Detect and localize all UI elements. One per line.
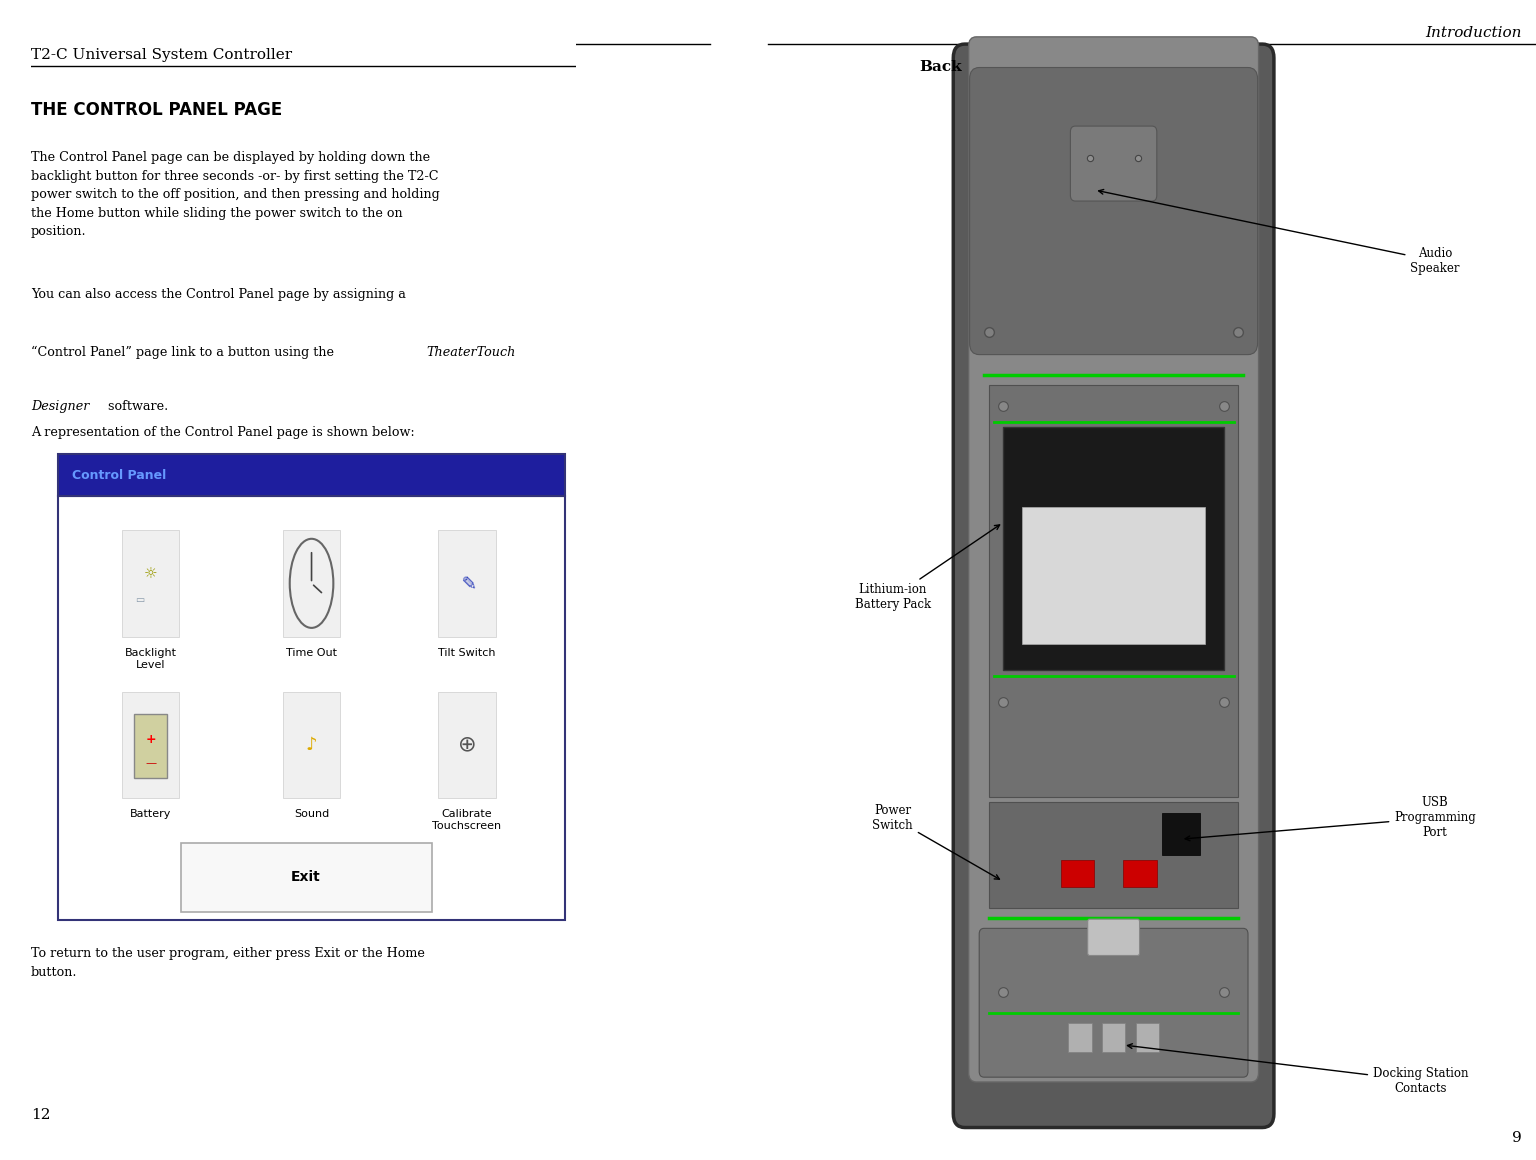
Text: Lithium-ion
Battery Pack: Lithium-ion Battery Pack [854, 524, 1000, 611]
Text: 12: 12 [31, 1108, 51, 1123]
FancyBboxPatch shape [969, 37, 1258, 1082]
Text: Introduction: Introduction [1425, 26, 1522, 39]
FancyBboxPatch shape [1123, 861, 1157, 886]
FancyBboxPatch shape [283, 691, 339, 798]
FancyBboxPatch shape [121, 691, 180, 798]
Text: Battery: Battery [131, 810, 172, 819]
FancyBboxPatch shape [1071, 126, 1157, 201]
FancyBboxPatch shape [283, 530, 339, 637]
Text: Designer: Designer [31, 399, 89, 413]
FancyBboxPatch shape [1161, 813, 1200, 855]
Text: ▭: ▭ [135, 595, 144, 606]
FancyBboxPatch shape [438, 691, 496, 798]
FancyBboxPatch shape [980, 928, 1247, 1078]
Text: A representation of the Control Panel page is shown below:: A representation of the Control Panel pa… [31, 427, 415, 440]
Text: Power
Switch: Power Switch [872, 804, 1000, 879]
FancyBboxPatch shape [1003, 428, 1224, 670]
Text: Tilt Switch: Tilt Switch [438, 648, 496, 658]
FancyBboxPatch shape [121, 530, 180, 637]
Text: To return to the user program, either press Exit or the Home
button.: To return to the user program, either pr… [31, 948, 424, 979]
FancyBboxPatch shape [1087, 919, 1140, 956]
Text: TheaterTouch: TheaterTouch [425, 346, 516, 360]
Text: Exit: Exit [292, 870, 321, 884]
Text: Back: Back [920, 60, 962, 74]
FancyBboxPatch shape [989, 385, 1238, 797]
FancyBboxPatch shape [181, 843, 432, 912]
Text: Sound: Sound [293, 810, 329, 819]
Text: Time Out: Time Out [286, 648, 336, 658]
Text: T2-C Universal System Controller: T2-C Universal System Controller [31, 48, 292, 61]
FancyBboxPatch shape [1069, 1023, 1092, 1052]
Text: ✏: ✏ [455, 571, 479, 596]
Text: ⊕: ⊕ [458, 734, 476, 755]
Text: +: + [146, 733, 157, 746]
Text: Backlight
Level: Backlight Level [124, 648, 177, 669]
Text: You can also access the Control Panel page by assigning a: You can also access the Control Panel pa… [31, 288, 406, 302]
Text: software.: software. [104, 399, 169, 413]
FancyBboxPatch shape [989, 803, 1238, 908]
FancyBboxPatch shape [969, 67, 1258, 355]
Text: THE CONTROL PANEL PAGE: THE CONTROL PANEL PAGE [31, 101, 283, 119]
Text: ♪: ♪ [306, 735, 318, 754]
Text: Audio
Speaker: Audio Speaker [1098, 189, 1459, 275]
Text: Docking Station
Contacts: Docking Station Contacts [1127, 1044, 1468, 1095]
FancyBboxPatch shape [1061, 861, 1094, 886]
FancyBboxPatch shape [1101, 1023, 1124, 1052]
FancyBboxPatch shape [58, 496, 565, 920]
FancyBboxPatch shape [1135, 1023, 1158, 1052]
FancyBboxPatch shape [1023, 507, 1204, 644]
FancyBboxPatch shape [58, 455, 565, 496]
Text: “Control Panel” page link to a button using the: “Control Panel” page link to a button us… [31, 346, 338, 360]
Text: ☼: ☼ [144, 567, 158, 582]
FancyBboxPatch shape [134, 713, 167, 778]
FancyBboxPatch shape [954, 44, 1273, 1128]
Text: —: — [144, 757, 157, 768]
Text: Control Panel: Control Panel [72, 469, 166, 481]
Text: 9: 9 [1511, 1131, 1522, 1145]
Text: The Control Panel page can be displayed by holding down the
backlight button for: The Control Panel page can be displayed … [31, 151, 439, 238]
Text: Calibrate
Touchscreen: Calibrate Touchscreen [432, 810, 502, 831]
Text: USB
Programming
Port: USB Programming Port [1186, 796, 1476, 841]
FancyBboxPatch shape [438, 530, 496, 637]
